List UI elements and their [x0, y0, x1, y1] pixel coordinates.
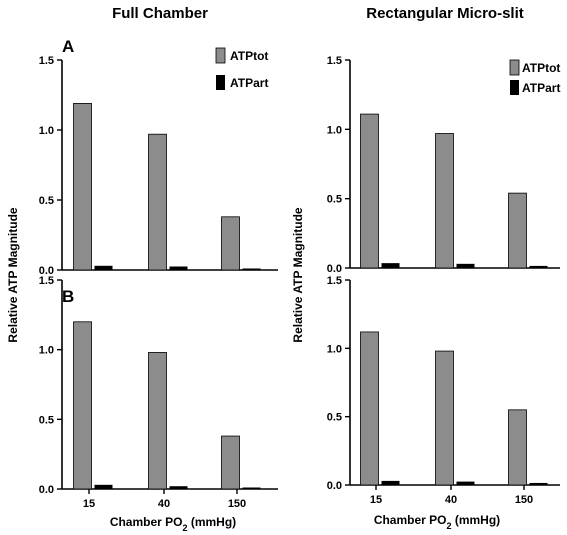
- bar-atpart-40: [169, 266, 188, 270]
- legend-swatch-atptot: [215, 47, 226, 64]
- legend-right: ATPtot ATPart: [509, 59, 560, 95]
- y-tick-label: 1.0: [327, 124, 342, 136]
- legend-swatch-atpart: [216, 75, 225, 90]
- bar-atpart-15: [381, 263, 400, 268]
- legend-label-atpart: ATPart: [230, 76, 268, 90]
- y-tick-label: 0.5: [39, 195, 54, 207]
- bar-atptot-150: [508, 192, 527, 269]
- panel-letter-a: A: [62, 37, 74, 56]
- column-title-micro-slit: Rectangular Micro-slit: [366, 5, 524, 22]
- legend-swatch-atptot: [509, 59, 520, 76]
- x-tick-label: 150: [515, 494, 533, 506]
- x-tick-label: 40: [158, 498, 170, 510]
- x-tick-label: 150: [228, 498, 246, 510]
- x-axis-label-right: Chamber PO2 (mmHg): [374, 513, 500, 531]
- y-tick-label: 1.5: [39, 275, 54, 287]
- x-tick-label: 15: [370, 494, 382, 506]
- y-tick-label: 0.0: [39, 265, 54, 277]
- bar-atptot-15: [360, 331, 379, 486]
- bar-atptot-40: [148, 133, 167, 271]
- y-tick-label: 0.5: [327, 412, 342, 424]
- bar-atpart-150: [242, 268, 261, 270]
- legend-label-atpart: ATPart: [522, 81, 560, 95]
- chart-micro-slit-top: 0.0 0.5 1.0 1.5: [327, 55, 560, 275]
- y-tick-label: 0.0: [327, 263, 342, 275]
- y-tick-label: 0.5: [327, 194, 342, 206]
- legend-label-atptot: ATPtot: [230, 49, 268, 63]
- y-tick-label: 1.0: [327, 343, 342, 355]
- bar-atpart-15: [94, 265, 113, 270]
- y-tick-label: 0.5: [39, 414, 54, 426]
- x-axis-label-left: Chamber PO2 (mmHg): [110, 515, 236, 533]
- bar-atptot-15: [73, 103, 92, 271]
- y-tick-label: 1.5: [39, 55, 54, 67]
- bar-atpart-15: [381, 480, 400, 485]
- y-axis-label-left: Relative ATP Magnitude: [6, 207, 20, 342]
- y-axis-label-right: Relative ATP Magnitude: [291, 207, 305, 342]
- chart-full-chamber-a: 0.0 0.5 1.0 1.5: [39, 55, 278, 277]
- column-title-full-chamber: Full Chamber: [112, 5, 208, 22]
- y-tick-label: 1.0: [39, 345, 54, 357]
- bar-atptot-150: [221, 435, 240, 490]
- y-tick-label: 0.0: [39, 484, 54, 496]
- y-tick-label: 1.0: [39, 125, 54, 137]
- chart-micro-slit-bottom: 0.0 0.5 1.0 1.5 15 40 150: [327, 275, 560, 506]
- y-tick-label: 0.0: [327, 480, 342, 492]
- legend-label-atptot: ATPtot: [522, 61, 560, 75]
- x-axis-label-subscript: 2: [183, 523, 188, 533]
- bar-atptot-150: [508, 409, 527, 486]
- legend-left: ATPtot ATPart: [215, 47, 268, 90]
- bar-atptot-40: [148, 352, 167, 490]
- legend-swatch-atpart: [510, 80, 519, 95]
- x-tick-label: 40: [445, 494, 457, 506]
- y-tick-label: 1.5: [327, 275, 342, 287]
- bar-atptot-40: [435, 350, 454, 486]
- x-tick-label: 15: [83, 498, 95, 510]
- x-axis-label-subscript: 2: [447, 521, 452, 531]
- bar-atpart-150: [529, 482, 548, 485]
- chart-full-chamber-b: 0.0 0.5 1.0 1.5 15 40 150: [39, 275, 278, 510]
- bar-atpart-40: [456, 263, 475, 268]
- bar-atpart-150: [529, 265, 548, 268]
- bar-atpart-15: [94, 484, 113, 489]
- bar-atptot-40: [435, 133, 454, 269]
- panel-letter-b: B: [62, 287, 74, 306]
- bar-atpart-40: [169, 486, 188, 489]
- bar-atptot-15: [360, 113, 379, 269]
- y-tick-label: 1.5: [327, 55, 342, 67]
- bar-atpart-150: [242, 487, 261, 489]
- bar-atptot-15: [73, 321, 92, 490]
- bar-atptot-150: [221, 216, 240, 271]
- bar-atpart-40: [456, 481, 475, 485]
